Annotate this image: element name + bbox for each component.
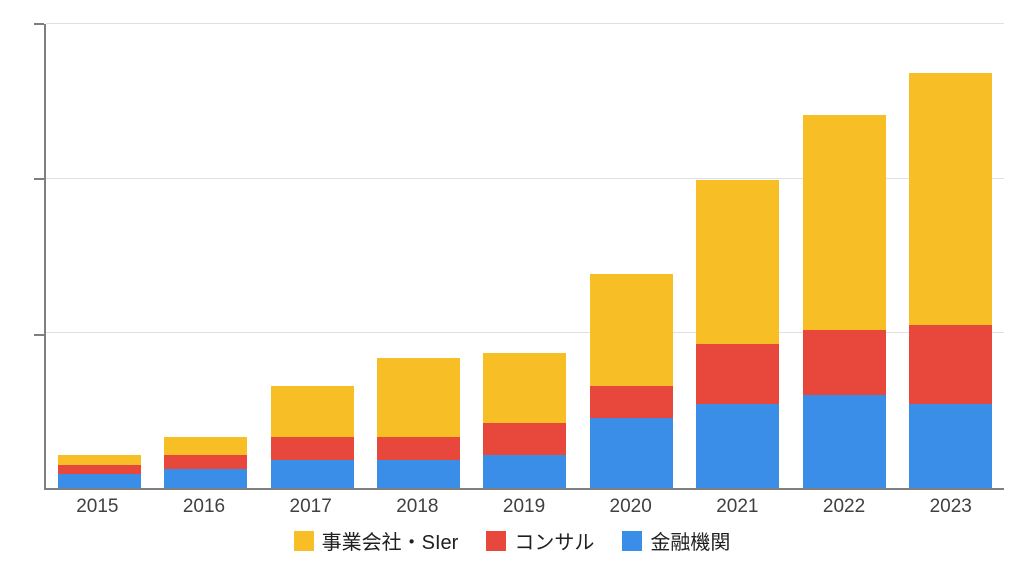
bar-segment-consult bbox=[909, 325, 992, 404]
bar-segment-jigyou bbox=[909, 73, 992, 325]
bar-segment-consult bbox=[590, 386, 673, 419]
bar-segment-kinyu bbox=[483, 455, 566, 488]
bar-slot bbox=[578, 24, 684, 488]
legend-label: 事業会社・SIer bbox=[322, 526, 459, 555]
bar-2021 bbox=[696, 180, 779, 488]
bar-2022 bbox=[803, 115, 886, 488]
legend: 事業会社・SIer コンサル 金融機関 bbox=[20, 526, 1004, 555]
bar-segment-consult bbox=[803, 330, 886, 395]
legend-swatch-jigyou bbox=[294, 531, 314, 551]
x-label: 2016 bbox=[151, 496, 258, 518]
bar-segment-jigyou bbox=[164, 437, 247, 456]
bar-segment-kinyu bbox=[803, 395, 886, 488]
legend-item-jigyou: 事業会社・SIer bbox=[294, 526, 459, 555]
x-label: 2022 bbox=[791, 496, 898, 518]
bar-segment-consult bbox=[58, 465, 141, 474]
bar-slot bbox=[898, 24, 1004, 488]
bar-segment-kinyu bbox=[696, 404, 779, 488]
bar-segment-jigyou bbox=[803, 115, 886, 329]
bar-segment-kinyu bbox=[271, 460, 354, 488]
bar-segment-consult bbox=[164, 455, 247, 469]
x-label: 2015 bbox=[44, 496, 151, 518]
legend-label: コンサル bbox=[514, 526, 594, 555]
bar-segment-kinyu bbox=[164, 469, 247, 488]
bar-slot bbox=[472, 24, 578, 488]
bar-segment-jigyou bbox=[590, 274, 673, 386]
x-label: 2021 bbox=[684, 496, 791, 518]
bar-segment-consult bbox=[696, 344, 779, 405]
bar-segment-jigyou bbox=[377, 358, 460, 437]
legend-swatch-consult bbox=[486, 531, 506, 551]
x-label: 2019 bbox=[471, 496, 578, 518]
y-tick bbox=[34, 178, 44, 180]
bar-segment-consult bbox=[377, 437, 460, 460]
x-label: 2017 bbox=[257, 496, 364, 518]
legend-item-kinyu: 金融機関 bbox=[622, 526, 730, 555]
bar-2017 bbox=[271, 386, 354, 489]
bar-2016 bbox=[164, 437, 247, 488]
bar-segment-jigyou bbox=[58, 455, 141, 464]
y-tick bbox=[34, 23, 44, 25]
bar-slot bbox=[685, 24, 791, 488]
y-tick bbox=[34, 334, 44, 336]
bar-segment-kinyu bbox=[909, 404, 992, 488]
x-axis-labels: 201520162017201820192020202120222023 bbox=[44, 496, 1004, 518]
bar-slot bbox=[365, 24, 471, 488]
bar-segment-consult bbox=[271, 437, 354, 460]
bar-segment-kinyu bbox=[590, 418, 673, 488]
bar-2019 bbox=[483, 353, 566, 488]
bar-slot bbox=[152, 24, 258, 488]
bar-2015 bbox=[58, 455, 141, 488]
bar-2018 bbox=[377, 358, 460, 488]
stacked-bar-chart: 201520162017201820192020202120222023 事業会… bbox=[20, 20, 1004, 557]
legend-label: 金融機関 bbox=[650, 526, 730, 555]
x-label: 2023 bbox=[897, 496, 1004, 518]
plot-area bbox=[44, 24, 1004, 490]
bar-segment-consult bbox=[483, 423, 566, 456]
bar-2020 bbox=[590, 274, 673, 488]
bar-2023 bbox=[909, 73, 992, 488]
bar-segment-kinyu bbox=[377, 460, 460, 488]
bar-segment-kinyu bbox=[58, 474, 141, 488]
bar-slot bbox=[259, 24, 365, 488]
bar-segment-jigyou bbox=[271, 386, 354, 437]
legend-item-consult: コンサル bbox=[486, 526, 594, 555]
bars-wrap bbox=[46, 24, 1004, 488]
x-label: 2020 bbox=[577, 496, 684, 518]
x-label: 2018 bbox=[364, 496, 471, 518]
bar-slot bbox=[46, 24, 152, 488]
bar-segment-jigyou bbox=[696, 180, 779, 343]
bar-slot bbox=[791, 24, 897, 488]
bar-segment-jigyou bbox=[483, 353, 566, 423]
legend-swatch-kinyu bbox=[622, 531, 642, 551]
